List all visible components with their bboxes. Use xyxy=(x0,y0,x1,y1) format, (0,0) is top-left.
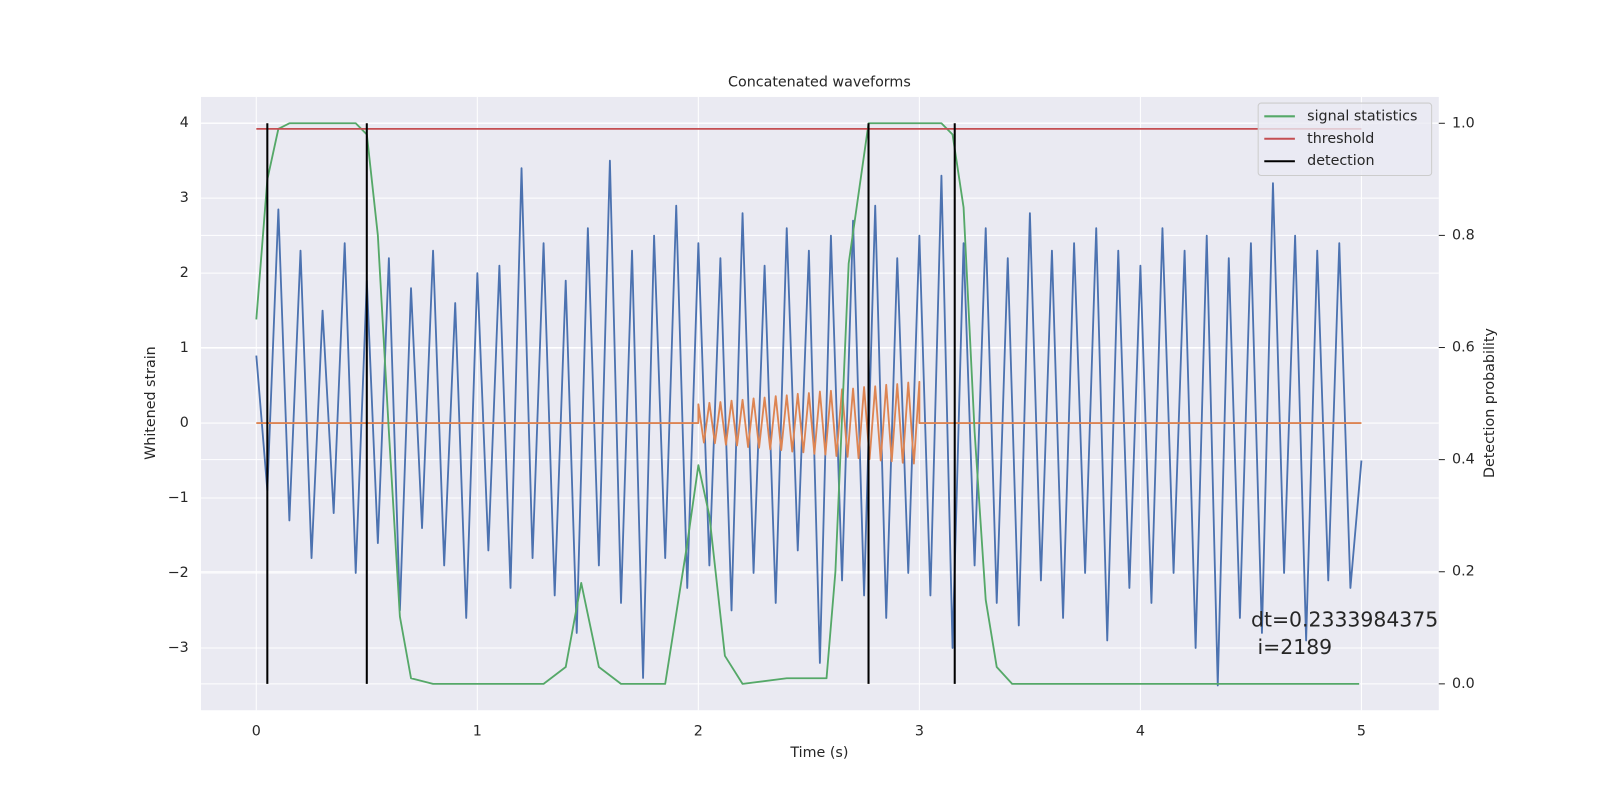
grid xyxy=(201,96,1439,711)
y2-tick-label: 0.0 xyxy=(1452,676,1475,692)
legend-label: detection xyxy=(1307,153,1374,169)
x-axis-label: Time (s) xyxy=(789,745,848,761)
legend-box xyxy=(1257,102,1433,177)
legend-label: threshold xyxy=(1307,131,1374,147)
x-tick-label: 4 xyxy=(1136,724,1145,740)
y-tick-label: 4 xyxy=(180,115,189,131)
line xyxy=(256,380,1362,465)
y-tick-label: 1 xyxy=(180,340,189,356)
y-tick-label: −2 xyxy=(168,565,189,581)
x-tick-label: 5 xyxy=(1357,724,1366,740)
y2-tick-label: 1.0 xyxy=(1452,115,1475,131)
x-tick-label: 1 xyxy=(473,724,482,740)
y-tick-label: 0 xyxy=(180,415,189,431)
line xyxy=(255,159,1363,687)
y-tick-label: −1 xyxy=(168,490,189,506)
y2-tick-label: 0.8 xyxy=(1452,227,1475,243)
chart-title: Concatenated waveforms xyxy=(728,75,911,91)
annotation: dt=0.2333984375 xyxy=(1251,607,1438,631)
x-tick-label: 0 xyxy=(252,724,261,740)
line xyxy=(255,122,1360,685)
y-tick-label: −3 xyxy=(168,640,189,656)
y2-tick-label: 0.4 xyxy=(1452,452,1475,468)
y-tick-label: 3 xyxy=(180,190,189,206)
y-tick-label: 2 xyxy=(180,265,189,281)
annotation: i=2189 xyxy=(1251,635,1332,659)
x-tick-label: 3 xyxy=(915,724,924,740)
y2-axis-label: Detection probability xyxy=(1482,328,1498,479)
x-tick-label: 2 xyxy=(694,724,703,740)
y2-tick-label: 0.2 xyxy=(1452,564,1475,580)
y2-tick-label: 0.6 xyxy=(1452,340,1475,356)
y-axis-label: Whitened strain xyxy=(143,346,159,460)
legend-label: signal statistics xyxy=(1307,108,1417,124)
